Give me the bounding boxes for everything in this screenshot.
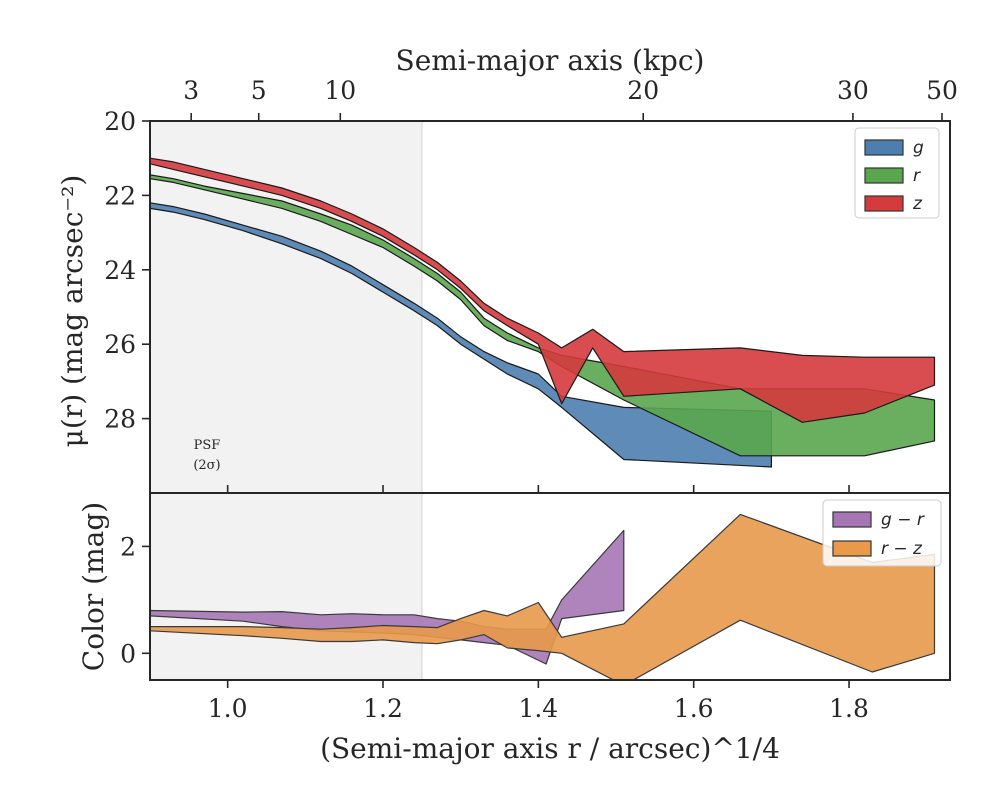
color-legend: g − r r − z [822, 499, 942, 567]
legend-swatch-g-r [832, 511, 872, 528]
color-panel: 02 1.0 1.2 1.4 1.6 1.8 (Semi-major axis r / … [77, 492, 951, 765]
surface-brightness-axis-label: μ(r) (mag arcsec⁻²) [56, 175, 89, 448]
kpc-tick-label-30: 30 [837, 76, 869, 105]
psf-shaded-region [150, 121, 422, 493]
legend-label-z: z [912, 194, 923, 214]
y-tick-label-28: 28 [104, 405, 136, 434]
x-tick-label: 1.8 [829, 694, 869, 723]
legend-swatch-z [864, 195, 904, 212]
y-tick-label-26: 26 [104, 330, 136, 359]
color-y-tick-label-2: 2 [120, 532, 136, 561]
surface-brightness-panel: 20 22 24 26 28 3 5 10 20 30 50 Semi-major axis (k… [56, 44, 958, 494]
kpc-axis-ticks: 3 5 10 20 30 50 [183, 76, 958, 121]
band-legend: grz [854, 127, 940, 219]
y-tick-label-24: 24 [104, 256, 136, 285]
psf-sigma-label: (2σ) [193, 458, 220, 473]
legend-label-r: r [913, 166, 921, 186]
color-y-tick-label-0: 0 [120, 639, 136, 668]
kpc-tick-label-10: 10 [324, 76, 356, 105]
legend-label-g-r: g − r [881, 510, 925, 530]
y-tick-label-22: 22 [104, 181, 136, 210]
legend-swatch-g [864, 139, 904, 156]
legend-label-g: g [913, 138, 924, 158]
psf-label: PSF [194, 438, 221, 453]
top-panel-bottom-ticks [226, 485, 850, 493]
color-axis-label: Color (mag) [77, 502, 110, 671]
kpc-axis-label: Semi-major axis (kpc) [396, 44, 705, 77]
bottom-y-ticks: 02 [120, 532, 150, 668]
legend-swatch-r-z [832, 540, 872, 557]
kpc-tick-label-50: 50 [926, 76, 958, 105]
legend-swatch-r [864, 167, 904, 184]
kpc-tick-label-3: 3 [183, 76, 199, 105]
x-tick-label: 1.6 [674, 694, 714, 723]
kpc-tick-label-20: 20 [627, 76, 659, 105]
band-r [150, 174, 936, 457]
x-tick-label: 1.0 [208, 694, 248, 723]
band-z [150, 157, 936, 423]
surface-brightness-bands [150, 157, 936, 468]
top-y-ticks: 20 22 24 26 28 [104, 107, 150, 434]
x-tick-label: 1.2 [363, 694, 403, 723]
color-bands [150, 513, 936, 680]
psf-shaded-region-bottom [150, 493, 422, 680]
x-tick-label: 1.4 [518, 694, 558, 723]
legend-label-r-z: r − z [881, 539, 923, 559]
bottom-axes-frame [149, 492, 951, 681]
x-axis-label: (Semi-major axis r / arcsec)^1/4 [320, 732, 780, 765]
band-r-z [150, 513, 936, 680]
y-tick-label-20: 20 [104, 107, 136, 136]
bottom-x-ticks: 1.0 1.2 1.4 1.6 1.8 [208, 680, 869, 723]
kpc-tick-label-5: 5 [251, 76, 267, 105]
